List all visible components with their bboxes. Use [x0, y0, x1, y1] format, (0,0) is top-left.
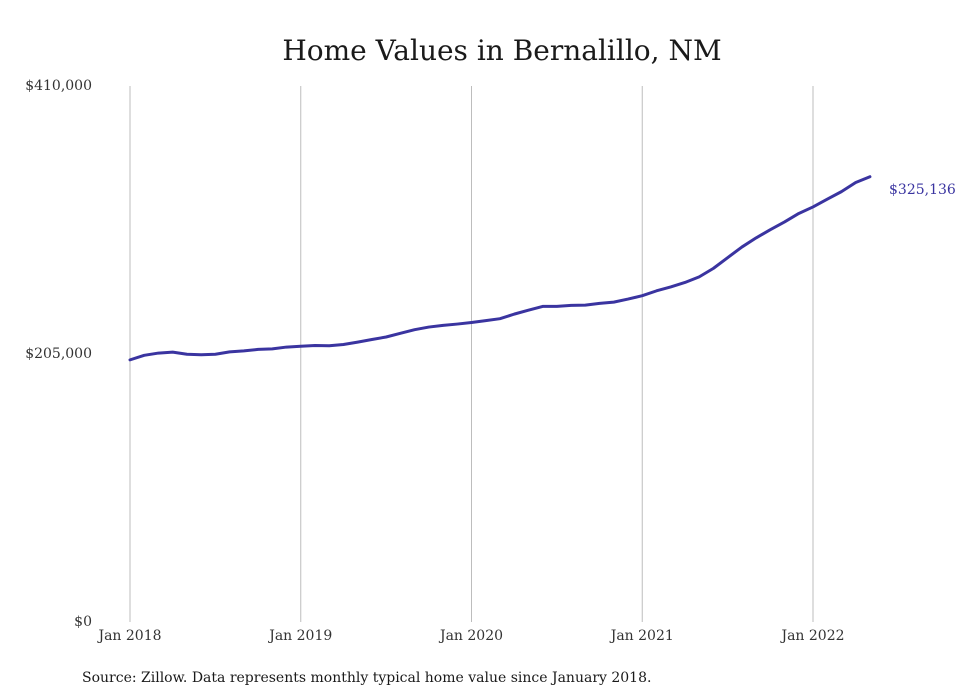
- source-note: Source: Zillow. Data represents monthly …: [82, 670, 651, 686]
- x-tick-label: Jan 2021: [609, 628, 674, 644]
- grid: [129, 86, 814, 622]
- chart-title: Home Values in Bernalillo, NM: [282, 34, 721, 67]
- y-axis-ticks: $0 $205,000 $410,000: [25, 78, 92, 630]
- x-tick-label: Jan 2019: [267, 628, 332, 644]
- y-tick-label: $205,000: [25, 346, 92, 362]
- x-tick-label: Jan 2020: [438, 628, 503, 644]
- y-tick-label: $410,000: [25, 78, 92, 94]
- x-axis-ticks: Jan 2018 Jan 2019 Jan 2020 Jan 2021 Jan 2022: [96, 628, 844, 644]
- end-value-label: $325,136: [889, 182, 956, 198]
- x-tick-label: Jan 2018: [96, 628, 161, 644]
- series-line: [128, 175, 872, 362]
- series: [128, 175, 872, 362]
- y-tick-label: $0: [74, 614, 92, 630]
- x-tick-label: Jan 2022: [779, 628, 844, 644]
